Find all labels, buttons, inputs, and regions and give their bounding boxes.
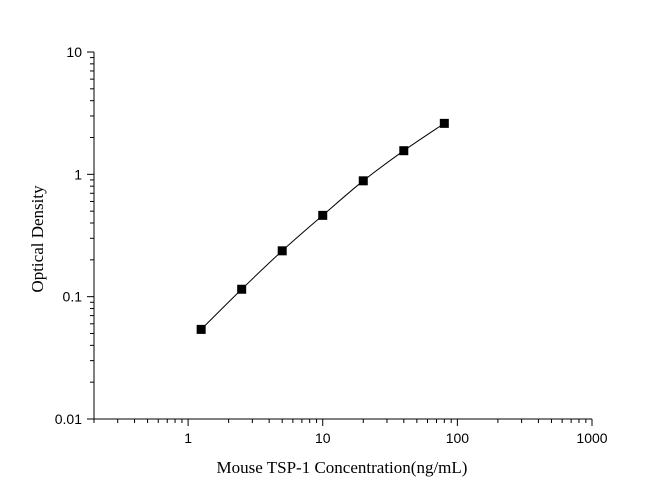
- ticks: 1 10 100 1000 0.01 0.1 1 10: [55, 44, 608, 446]
- data-point: [277, 246, 287, 256]
- x-tick-label: 1: [184, 430, 192, 446]
- x-tick-label: 1000: [576, 430, 607, 446]
- x-tick-label: 100: [446, 430, 470, 446]
- y-tick-label: 10: [66, 44, 82, 60]
- data-point: [318, 210, 328, 220]
- data-point: [399, 146, 409, 156]
- data-point: [439, 118, 449, 128]
- y-tick-label: 0.1: [63, 289, 83, 305]
- y-tick-label: 1: [74, 166, 82, 182]
- data-point: [237, 284, 247, 294]
- data-point: [358, 176, 368, 186]
- data-point: [196, 324, 206, 334]
- x-axis-title: Mouse TSP-1 Concentration(ng/mL): [217, 458, 468, 477]
- data-points: [196, 118, 449, 334]
- y-tick-label: 0.01: [55, 411, 82, 427]
- y-axis-title: Optical Density: [28, 185, 47, 293]
- axes: [93, 52, 592, 420]
- x-tick-label: 10: [315, 430, 331, 446]
